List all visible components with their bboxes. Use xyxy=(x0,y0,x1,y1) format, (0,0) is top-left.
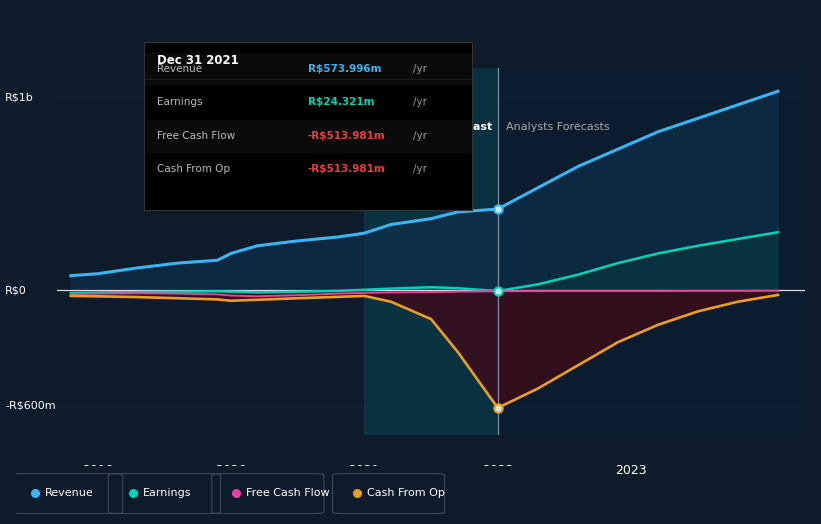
Text: Free Cash Flow: Free Cash Flow xyxy=(157,131,235,141)
Text: -R$600m: -R$600m xyxy=(5,401,56,411)
Text: -R$513.981m: -R$513.981m xyxy=(308,165,386,174)
Text: Cash From Op: Cash From Op xyxy=(157,165,230,174)
Text: Analysts Forecasts: Analysts Forecasts xyxy=(506,122,609,132)
Bar xyxy=(365,68,498,435)
Text: Past: Past xyxy=(466,122,493,132)
Text: R$573.996m: R$573.996m xyxy=(308,64,382,74)
Text: 2021: 2021 xyxy=(348,464,380,477)
Text: R$0: R$0 xyxy=(5,285,27,295)
Text: R$1b: R$1b xyxy=(5,92,34,102)
Text: Revenue: Revenue xyxy=(45,487,94,498)
Text: Dec 31 2021: Dec 31 2021 xyxy=(157,53,239,67)
Text: 2023: 2023 xyxy=(615,464,647,477)
FancyBboxPatch shape xyxy=(144,53,472,85)
Text: /yr: /yr xyxy=(413,97,427,107)
Text: -R$513.981m: -R$513.981m xyxy=(308,131,386,141)
FancyBboxPatch shape xyxy=(144,154,472,186)
Text: /yr: /yr xyxy=(413,131,427,141)
Text: 2022: 2022 xyxy=(482,464,514,477)
Text: 2020: 2020 xyxy=(215,464,247,477)
FancyBboxPatch shape xyxy=(144,86,472,119)
Text: Revenue: Revenue xyxy=(157,64,202,74)
Text: /yr: /yr xyxy=(413,64,427,74)
Text: Earnings: Earnings xyxy=(157,97,202,107)
Bar xyxy=(498,68,805,435)
Text: /yr: /yr xyxy=(413,165,427,174)
Text: 2019: 2019 xyxy=(81,464,113,477)
Text: Cash From Op: Cash From Op xyxy=(367,487,445,498)
Text: Earnings: Earnings xyxy=(143,487,191,498)
FancyBboxPatch shape xyxy=(144,120,472,152)
Text: Free Cash Flow: Free Cash Flow xyxy=(246,487,330,498)
Text: R$24.321m: R$24.321m xyxy=(308,97,374,107)
